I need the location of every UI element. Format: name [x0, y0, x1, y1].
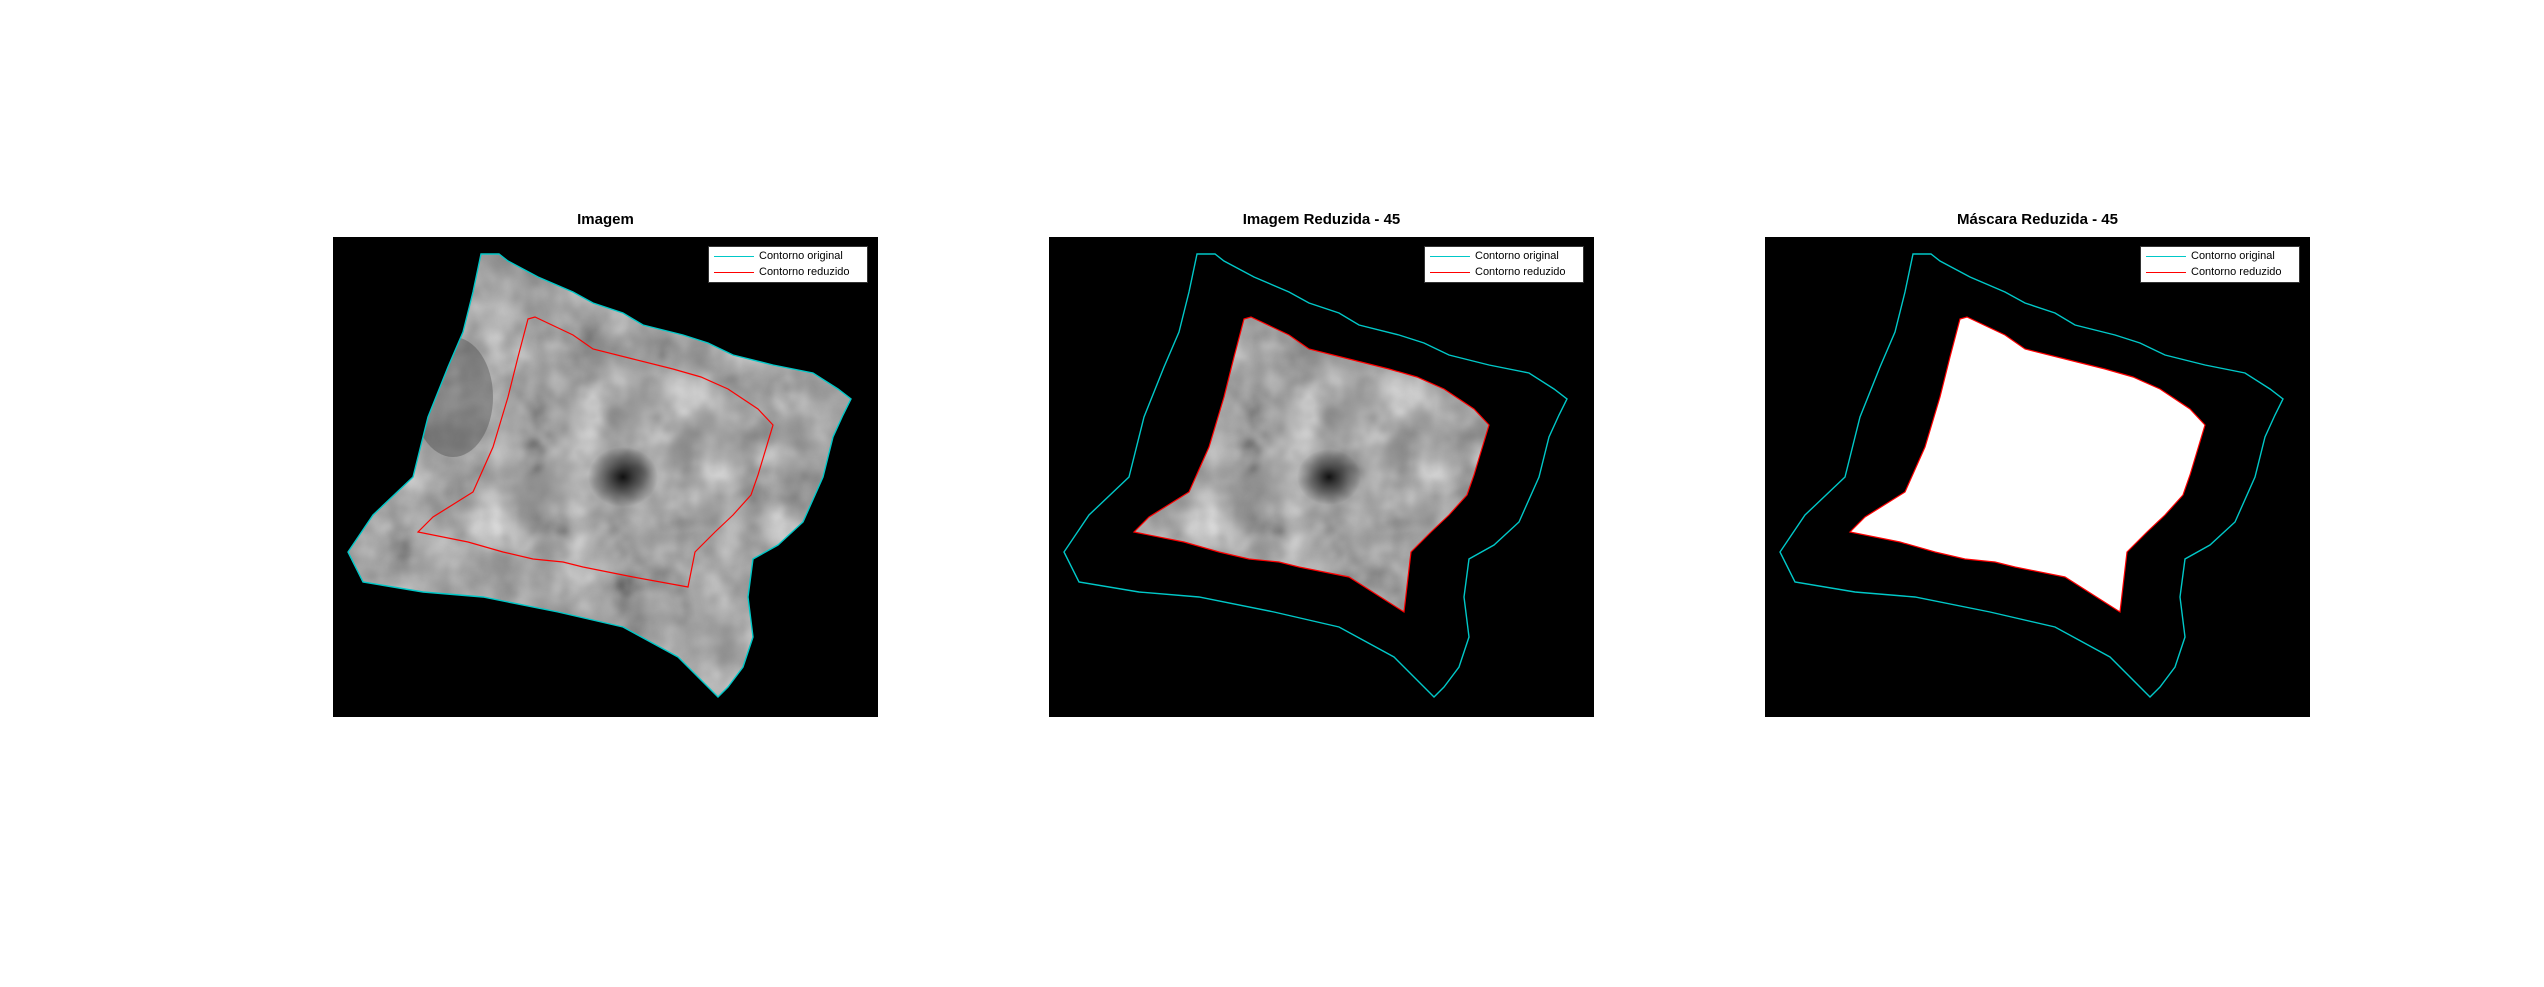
- legend-entry-reduced: Contorno reduzido: [1425, 265, 1583, 281]
- image-axes: Contorno original Contorno reduzido: [1049, 237, 1594, 717]
- panel-imagem-reduzida: Imagem Reduzida - 45 Contorno original C…: [1049, 210, 1594, 717]
- legend-entry-original: Contorno original: [709, 249, 867, 265]
- reduced-contour: [1848, 316, 2206, 614]
- legend-entry-reduced: Contorno reduzido: [709, 265, 867, 281]
- legend-entry-original: Contorno original: [1425, 249, 1583, 265]
- reduced-mask-fill: [1850, 317, 2205, 612]
- image-axes: Contorno original Contorno reduzido: [333, 237, 878, 717]
- reduced-mask-view: [1779, 253, 2284, 698]
- legend: Contorno original Contorno reduzido: [1424, 246, 1584, 283]
- panel-mascara-reduzida: Máscara Reduzida - 45 Contorno original …: [1765, 210, 2310, 717]
- legend-entry-original: Contorno original: [2141, 249, 2299, 265]
- reduced-contour: [416, 316, 774, 588]
- original-contour: [1779, 253, 2284, 698]
- legend-entry-reduced: Contorno reduzido: [2141, 265, 2299, 281]
- original-contour: [1063, 253, 1568, 698]
- original-contour: [347, 253, 852, 698]
- legend: Contorno original Contorno reduzido: [708, 246, 868, 283]
- reduced-image-view: [1063, 253, 1568, 698]
- original-image-view: [347, 253, 852, 698]
- legend: Contorno original Contorno reduzido: [2140, 246, 2300, 283]
- panel-title: Máscara Reduzida - 45: [1957, 211, 2118, 228]
- panel-title: Imagem Reduzida - 45: [1242, 211, 1401, 228]
- panel-imagem: Imagem Contorno original Contorno reduzi: [333, 210, 878, 717]
- mask-axes: Contorno original Contorno reduzido: [1765, 237, 2310, 717]
- panel-title: Imagem: [577, 211, 634, 228]
- reduced-contour: [1132, 316, 1490, 614]
